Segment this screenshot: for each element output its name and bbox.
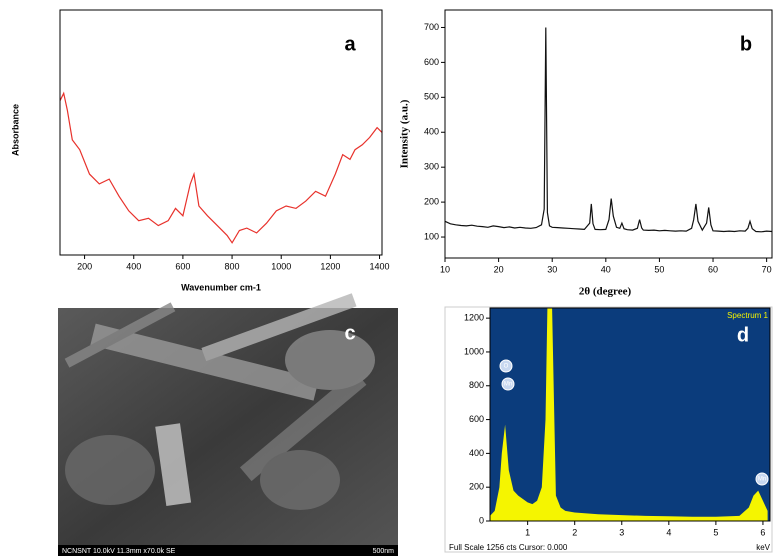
x-tick-label: 30: [547, 264, 557, 274]
y-tick-label: 200: [469, 482, 484, 492]
footer: Full Scale 1256 cts Cursor: 0.000: [449, 543, 568, 552]
x-tick-label: 5: [713, 527, 718, 537]
y-axis-label: Intensity (a.u.): [399, 99, 411, 168]
x-tick-label: 1200: [320, 261, 340, 271]
x-tick-label: 70: [762, 264, 772, 274]
panel-label: d: [737, 324, 749, 346]
figure: NCNSNT 10.0kV 11.3mm x70.0k SE 500nm c 2…: [0, 0, 773, 559]
peak-label: Mn: [504, 382, 512, 388]
panel-label: b: [740, 33, 752, 55]
x-tick-label: 1: [525, 527, 530, 537]
y-tick-label: 800: [469, 380, 484, 390]
y-tick-label: 600: [424, 57, 439, 67]
x-axis-label: Wavenumber cm-1: [181, 282, 261, 292]
y-tick-label: 0: [479, 515, 484, 525]
y-tick-label: 400: [424, 127, 439, 137]
x-axis-label: 2θ (degree): [579, 286, 632, 298]
x-tick-label: 40: [601, 264, 611, 274]
y-tick-label: 200: [424, 196, 439, 206]
peak-label: Mn: [758, 477, 766, 483]
y-tick-label: 400: [469, 448, 484, 458]
x-tick-label: 10: [440, 264, 450, 274]
axes-frame: [60, 10, 382, 255]
y-tick-label: 1200: [464, 313, 484, 323]
panel-label: c: [344, 322, 355, 344]
legend: Spectrum 1: [727, 311, 768, 320]
x-tick-label: 1000: [271, 261, 291, 271]
x-tick-label: 6: [760, 527, 765, 537]
y-tick-label: 500: [424, 92, 439, 102]
y-tick-label: 700: [424, 22, 439, 32]
x-unit: keV: [756, 543, 770, 552]
x-tick-label: 20: [494, 264, 504, 274]
y-tick-label: 600: [469, 414, 484, 424]
y-tick-label: 300: [424, 162, 439, 172]
y-tick-label: 1000: [464, 346, 484, 356]
x-tick-label: 2: [572, 527, 577, 537]
x-tick-label: 50: [654, 264, 664, 274]
plot-area: [490, 308, 770, 521]
peak-label: O: [504, 364, 509, 370]
x-tick-label: 4: [666, 527, 671, 537]
x-tick-label: 800: [225, 261, 240, 271]
sem-caption: NCNSNT 10.0kV 11.3mm x70.0k SE: [62, 548, 176, 555]
line: [60, 93, 382, 243]
x-tick-label: 200: [77, 261, 92, 271]
y-axis-label: Absorbance: [10, 104, 20, 156]
line: [445, 28, 772, 232]
panel-label: a: [344, 33, 356, 55]
x-tick-label: 600: [175, 261, 190, 271]
x-tick-label: 1400: [370, 261, 390, 271]
scale-bar: 500nm: [373, 548, 395, 555]
x-tick-label: 400: [126, 261, 141, 271]
y-tick-label: 100: [424, 231, 439, 241]
x-tick-label: 3: [619, 527, 624, 537]
x-tick-label: 60: [708, 264, 718, 274]
